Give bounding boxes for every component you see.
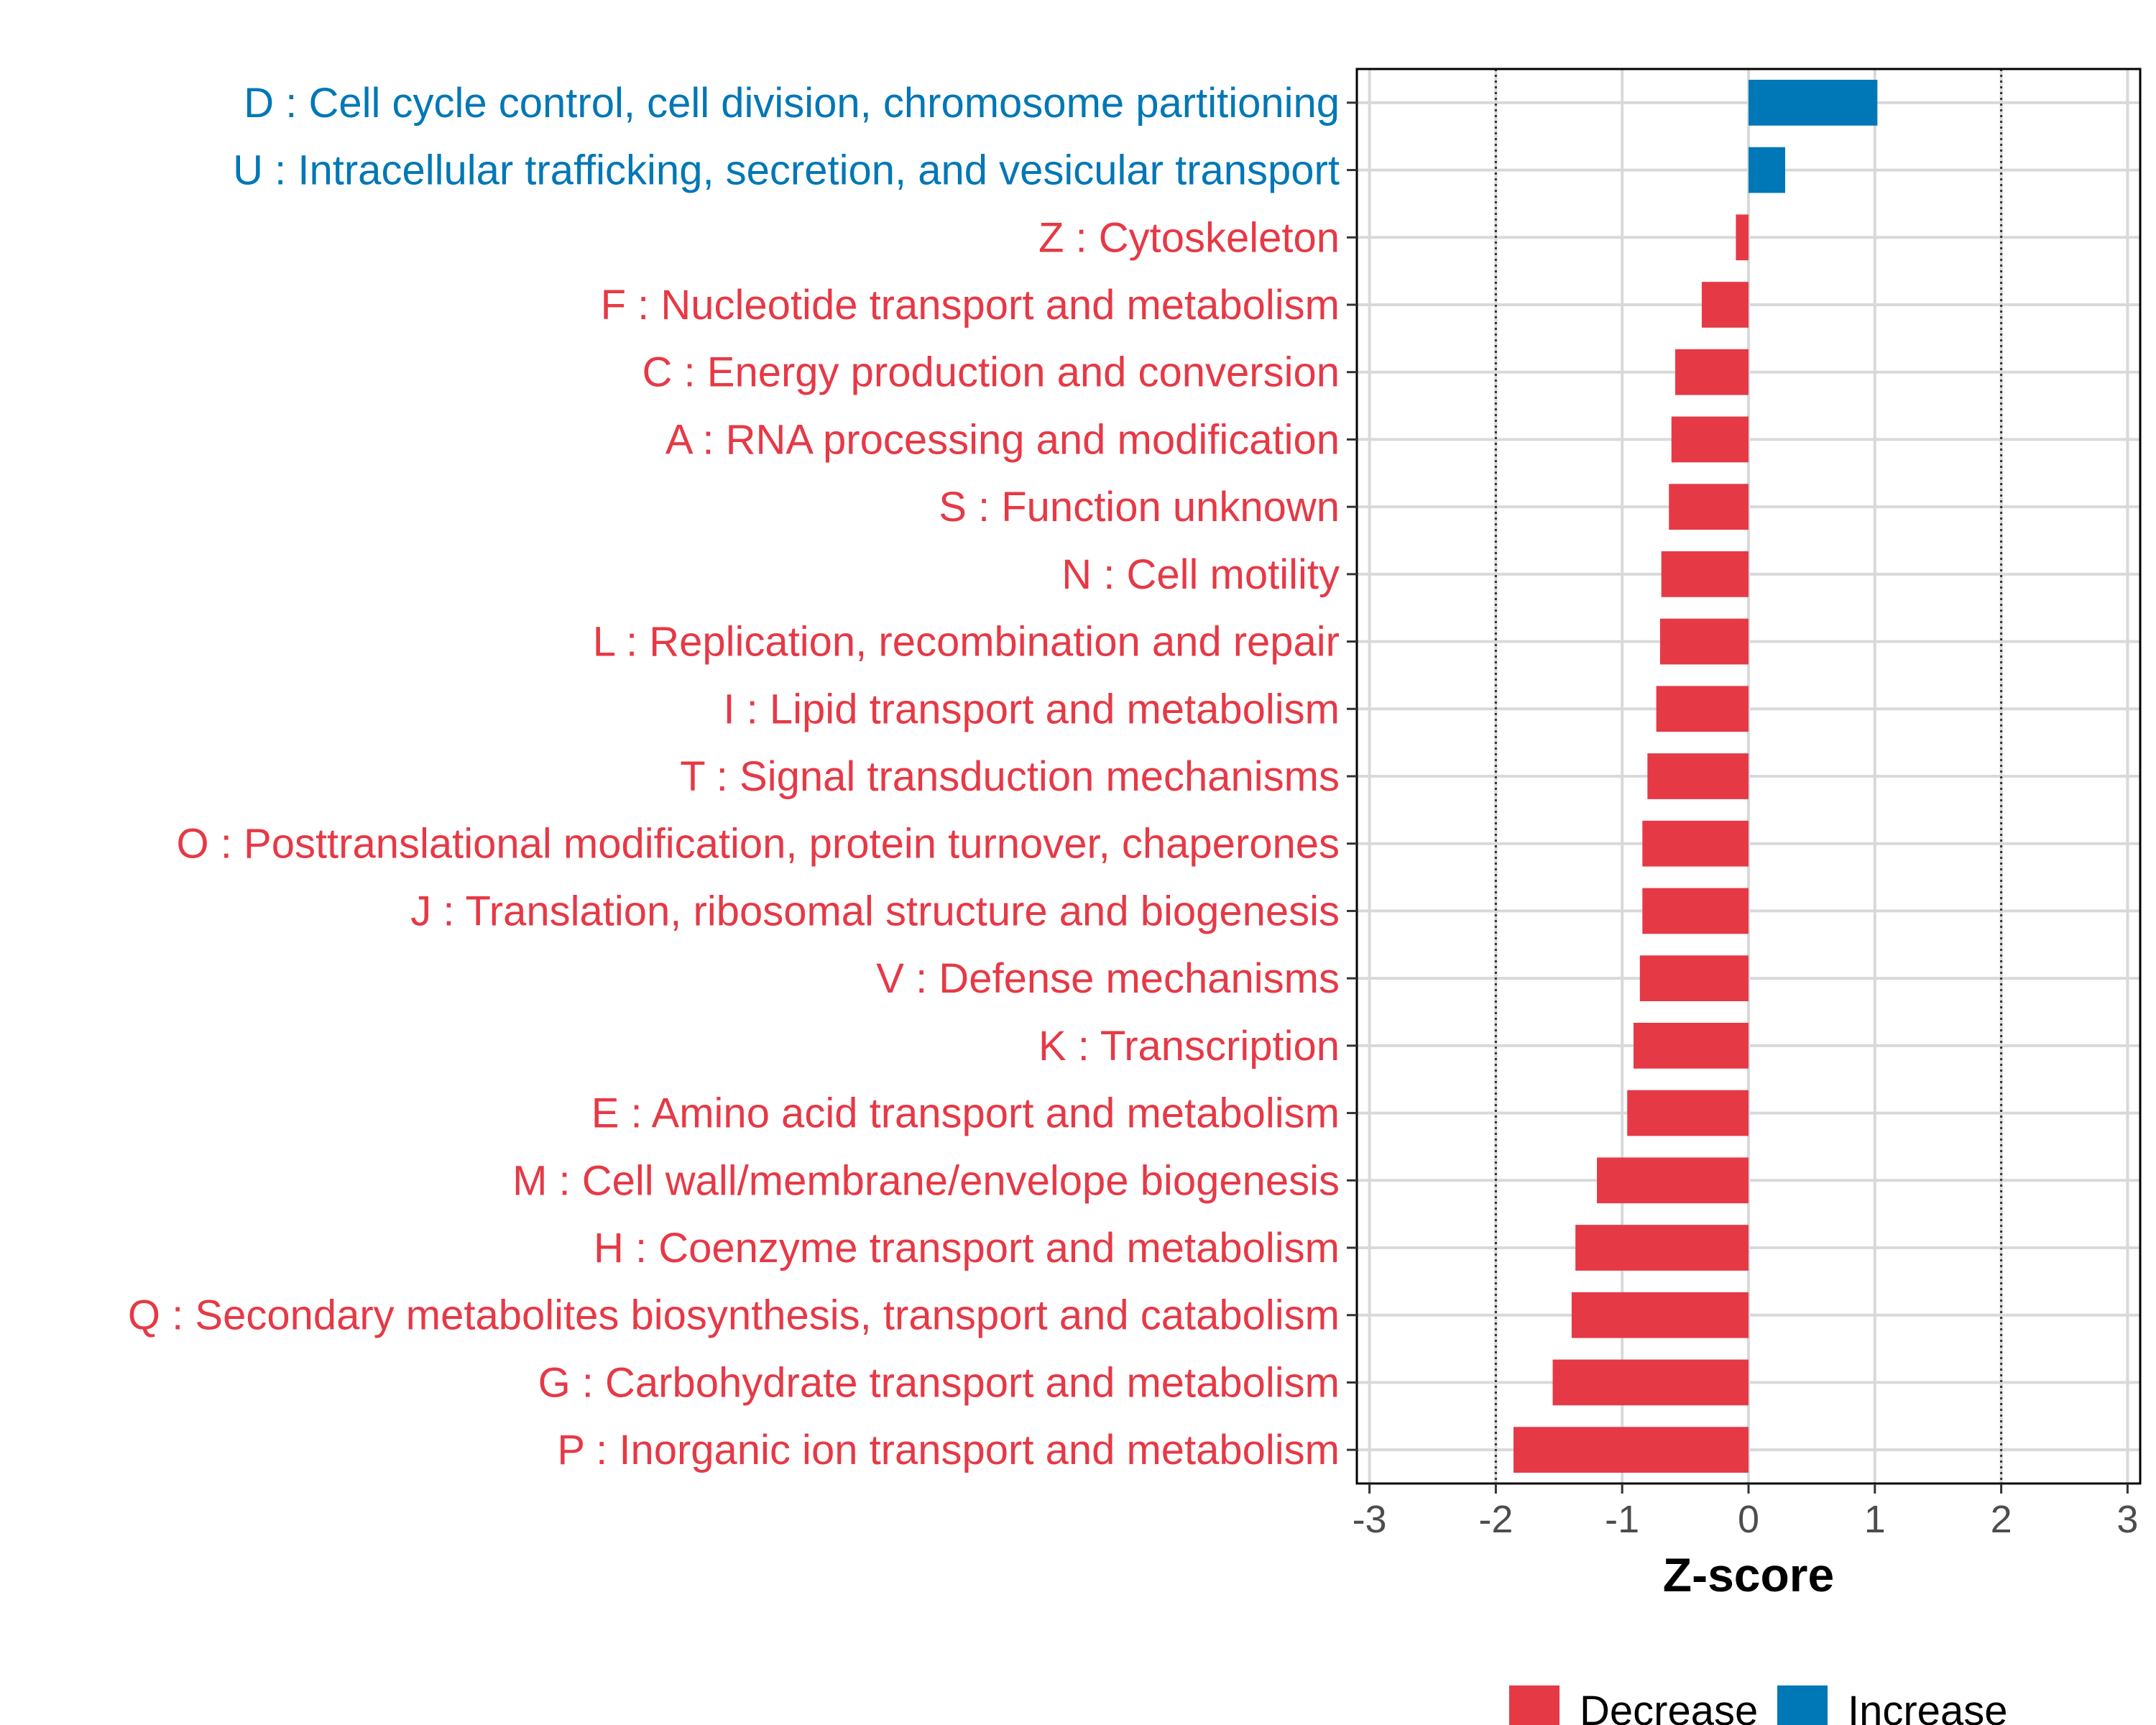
category-label-h: H : Coenzyme transport and metabolism <box>594 1225 1340 1271</box>
category-label-q: Q : Secondary metabolites biosynthesis, … <box>128 1292 1340 1339</box>
bar-o <box>1642 820 1749 867</box>
bar-i <box>1656 686 1749 732</box>
category-label-s: S : Function unknown <box>939 484 1340 530</box>
category-label-g: G : Carbohydrate transport and metabolis… <box>538 1359 1340 1406</box>
bar-s <box>1669 484 1749 530</box>
bar-q <box>1571 1292 1749 1338</box>
x-tick-label: 3 <box>2116 1498 2138 1541</box>
legend-key-increase <box>1777 1685 1828 1725</box>
bar-z <box>1736 214 1749 261</box>
bar-e <box>1627 1090 1749 1136</box>
bar-j <box>1642 888 1749 934</box>
category-label-c: C : Energy production and conversion <box>642 349 1340 396</box>
bar-c <box>1675 349 1749 395</box>
bar-u <box>1749 147 1785 193</box>
category-label-o: O : Posttranslational modification, prot… <box>177 821 1340 868</box>
x-tick-label: -1 <box>1605 1498 1639 1541</box>
legend: Decrease Increase <box>1509 1685 2007 1725</box>
bar-v <box>1639 955 1749 1002</box>
x-tick-label: 1 <box>1864 1498 1886 1541</box>
category-label-m: M : Cell wall/membrane/envelope biogenes… <box>512 1157 1340 1204</box>
x-tick-label: -3 <box>1353 1498 1387 1541</box>
bar-p <box>1514 1427 1749 1473</box>
reference-lines <box>1494 69 2003 1484</box>
category-label-z: Z : Cytoskeleton <box>1038 214 1340 261</box>
x-axis-ticks: -3 -2 -1 0 1 2 3 <box>1353 1484 2138 1541</box>
category-label-l: L : Replication, recombination and repai… <box>593 619 1340 666</box>
legend-key-decrease <box>1509 1685 1560 1725</box>
bar-f <box>1701 282 1749 328</box>
bar-k <box>1634 1022 1749 1069</box>
category-label-j: J : Translation, ribosomal structure and… <box>410 888 1340 934</box>
category-label-v: V : Defense mechanisms <box>876 955 1340 1002</box>
y-axis-ticks <box>1347 101 1357 1451</box>
bar-t <box>1647 753 1749 799</box>
x-tick-label: -2 <box>1478 1498 1513 1541</box>
bars <box>1514 79 1878 1473</box>
category-label-d: D : Cell cycle control, cell division, c… <box>244 80 1340 126</box>
category-label-a: A : RNA processing and modification <box>665 416 1340 463</box>
category-label-k: K : Transcription <box>1038 1023 1340 1070</box>
bar-a <box>1671 416 1749 463</box>
category-label-f: F : Nucleotide transport and metabolism <box>601 282 1340 328</box>
y-axis-category-labels: D : Cell cycle control, cell division, c… <box>128 80 1340 1473</box>
category-label-u: U : Intracellular trafficking, secretion… <box>233 147 1340 194</box>
category-label-i: I : Lipid transport and metabolism <box>723 686 1340 732</box>
category-label-p: P : Inorganic ion transport and metaboli… <box>557 1427 1340 1473</box>
bar-n <box>1661 551 1749 597</box>
bar-d <box>1749 79 1878 126</box>
bar-m <box>1597 1157 1749 1204</box>
category-label-t: T : Signal transduction mechanisms <box>680 753 1340 800</box>
x-axis-title: Z-score <box>1663 1548 1834 1601</box>
legend-label-decrease: Decrease <box>1580 1688 1758 1725</box>
bar-h <box>1575 1225 1749 1271</box>
bar-l <box>1659 618 1749 665</box>
x-tick-label: 2 <box>1991 1498 2012 1541</box>
bar-g <box>1552 1359 1749 1406</box>
category-label-n: N : Cell motility <box>1061 551 1340 598</box>
category-label-e: E : Amino acid transport and metabolism <box>591 1090 1340 1137</box>
x-tick-label: 0 <box>1738 1498 1759 1541</box>
legend-label-increase: Increase <box>1848 1688 2007 1725</box>
